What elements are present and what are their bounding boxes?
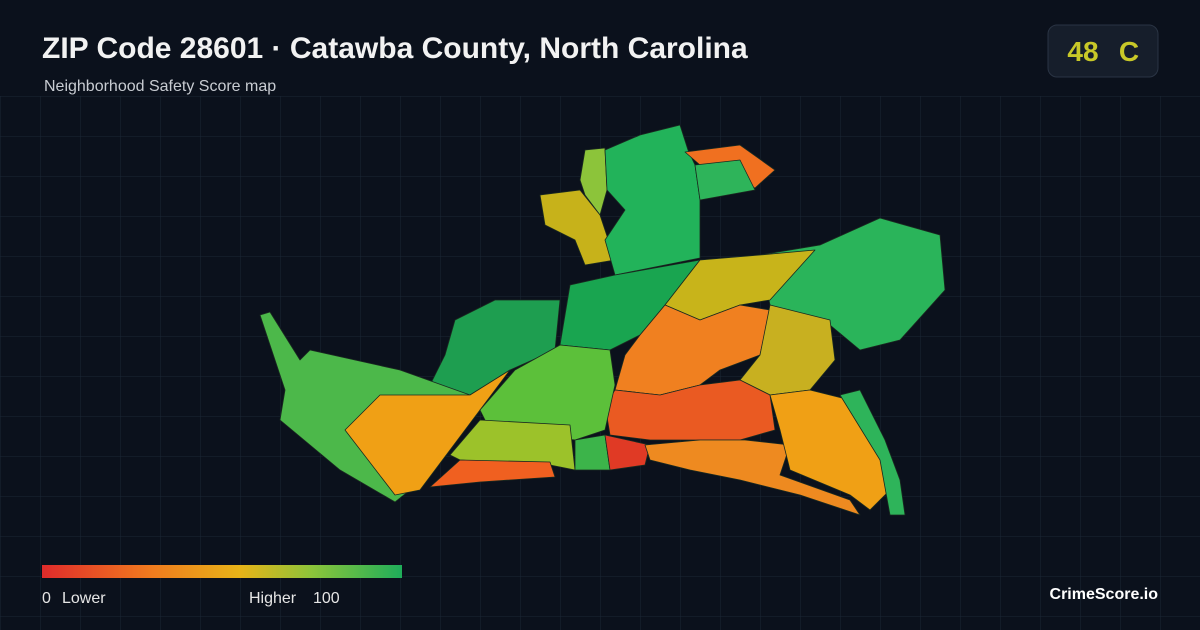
legend-min: 0: [42, 590, 51, 607]
region: [344, 369, 511, 496]
score-badge: [1047, 24, 1159, 78]
region: [644, 439, 861, 516]
score-value: 48: [1067, 36, 1098, 67]
score-grade: C: [1119, 36, 1139, 67]
region: [604, 124, 701, 276]
region: [429, 459, 556, 488]
legend-max-label: Higher: [249, 590, 297, 607]
legend-min-label: Lower: [62, 590, 106, 607]
region: [604, 434, 651, 471]
title: ZIP Code 28601 · Catawba County, North C…: [42, 32, 748, 65]
region: [539, 189, 616, 266]
legend-max: 100: [313, 590, 340, 607]
brand: CrimeScore.io: [1050, 586, 1159, 603]
region: [839, 389, 906, 516]
region: [694, 159, 756, 201]
region: [574, 434, 611, 471]
region: [604, 379, 776, 441]
subtitle: Neighborhood Safety Score map: [44, 78, 276, 95]
zip-map: [259, 124, 946, 516]
legend-scale: [42, 565, 402, 578]
region: [614, 304, 771, 396]
